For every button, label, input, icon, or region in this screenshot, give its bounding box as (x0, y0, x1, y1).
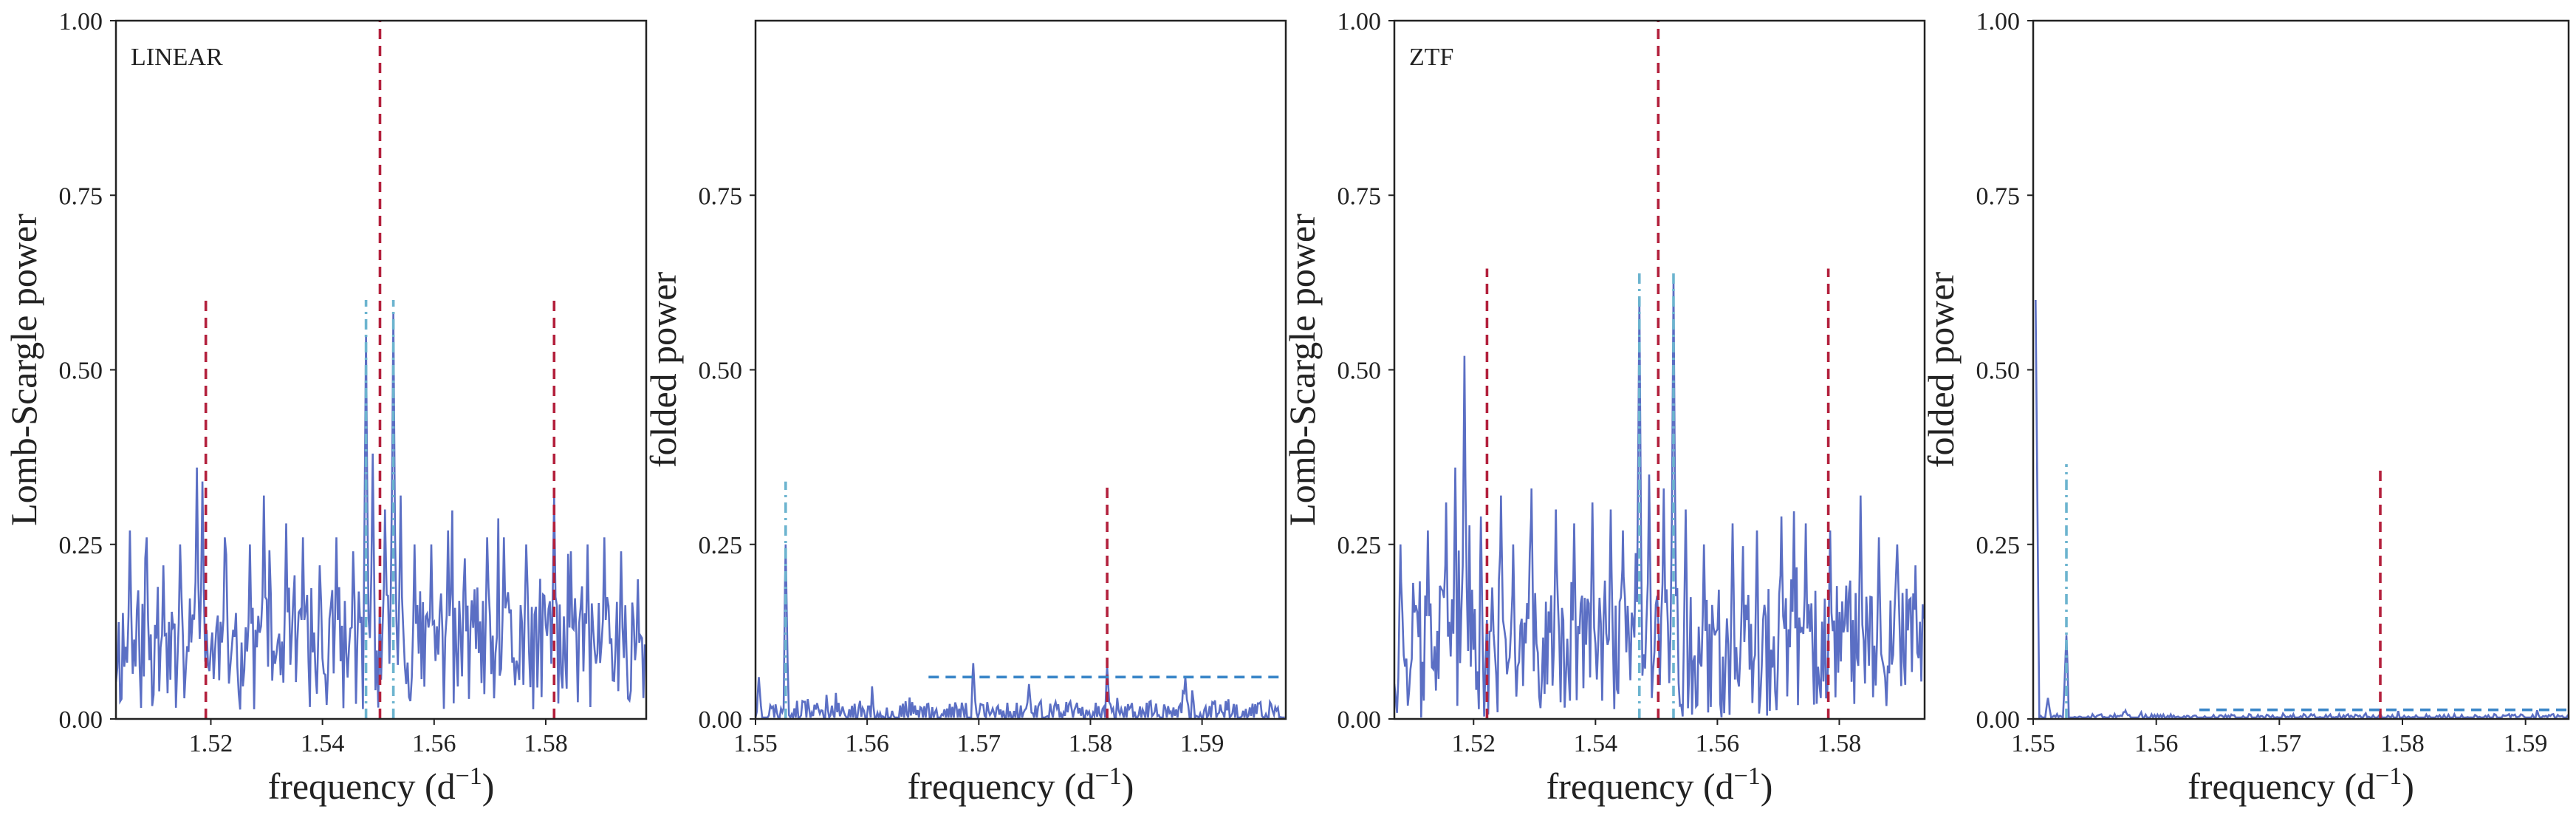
x-tick-label: 1.54 (1574, 730, 1618, 757)
panel-1: 1.52 1.54 1.56 1.58 0.00 0.25 0.50 0.75 1.00 freq… (3, 8, 648, 807)
x-tick-label: 1.58 (1069, 730, 1113, 757)
y-axis-title: folded power (643, 272, 684, 468)
x-tick-label: 1.54 (301, 730, 345, 757)
plot-area (1394, 21, 1925, 719)
y-tick-label: 0.75 (1976, 183, 2021, 210)
y-tick-label: 1.00 (1337, 8, 1382, 35)
x-tick-label: 1.55 (2011, 730, 2055, 757)
power-series-line (756, 544, 1285, 719)
x-tick-label: 1.56 (845, 730, 889, 757)
y-tick-label: 1.00 (1976, 8, 2021, 35)
panel-3: 1.52 1.54 1.56 1.58 0.00 0.25 0.50 0.75 1.00 freq… (1281, 8, 1926, 807)
x-axis-title: frequency (d−1) (1546, 763, 1773, 807)
panel-label: LINEAR (131, 44, 223, 71)
y-tick-label: 0.75 (1337, 183, 1382, 210)
power-series-line (2035, 299, 2569, 719)
y-tick-label: 0.25 (699, 532, 743, 559)
x-tick-label: 1.52 (1452, 730, 1496, 757)
x-tick-label: 1.58 (524, 730, 568, 757)
y-tick-label: 0.25 (1337, 532, 1382, 559)
x-tick-label: 1.52 (189, 730, 233, 757)
x-axis-title: frequency (d−1) (908, 763, 1134, 807)
y-axis-title: Lomb-Scargle power (3, 214, 44, 526)
x-tick-label: 1.58 (1818, 730, 1862, 757)
y-tick-label: 1.00 (59, 8, 103, 35)
y-tick-label: 0.75 (699, 183, 743, 210)
x-tick-label: 1.59 (2504, 730, 2548, 757)
y-tick-label: 0.00 (1337, 706, 1382, 734)
axes-frame (2032, 19, 2570, 720)
y-tick-label: 0.00 (59, 706, 103, 734)
x-tick-label: 1.57 (2258, 730, 2302, 757)
x-axis-title: frequency (d−1) (268, 763, 495, 807)
panel-4: 1.55 1.56 1.57 1.58 1.59 0.00 0.25 0.50 0.75 1.00… (1920, 8, 2570, 807)
x-tick-label: 1.56 (2134, 730, 2179, 757)
y-tick-label: 0.00 (1976, 706, 2021, 734)
y-tick-label: 0.50 (1337, 358, 1382, 385)
x-tick-label: 1.57 (957, 730, 1001, 757)
x-tick-label: 1.58 (2380, 730, 2425, 757)
y-tick-label: 0.00 (699, 706, 743, 734)
y-tick-label: 0.25 (1976, 532, 2021, 559)
y-axis-title: folded power (1920, 272, 1962, 468)
y-axis-title: Lomb-Scargle power (1281, 214, 1323, 526)
y-tick-label: 0.50 (1976, 358, 2021, 385)
x-tick-label: 1.56 (412, 730, 456, 757)
panel-label: ZTF (1409, 44, 1453, 71)
x-tick-label: 1.56 (1696, 730, 1740, 757)
plot-area (116, 21, 646, 719)
plot-area (756, 481, 1286, 719)
x-axis-title: frequency (d−1) (2188, 763, 2414, 807)
y-tick-label: 0.75 (59, 183, 103, 210)
y-tick-label: 0.50 (59, 358, 103, 385)
axes-frame (754, 19, 1287, 720)
panel-2: 1.55 1.56 1.57 1.58 1.59 0.00 0.25 0.50 0.75 freq… (643, 19, 1287, 807)
plot-area (2035, 299, 2569, 719)
y-tick-label: 0.25 (59, 532, 103, 559)
x-tick-label: 1.59 (1180, 730, 1224, 757)
y-tick-label: 0.50 (699, 358, 743, 385)
x-tick-label: 1.55 (733, 730, 778, 757)
